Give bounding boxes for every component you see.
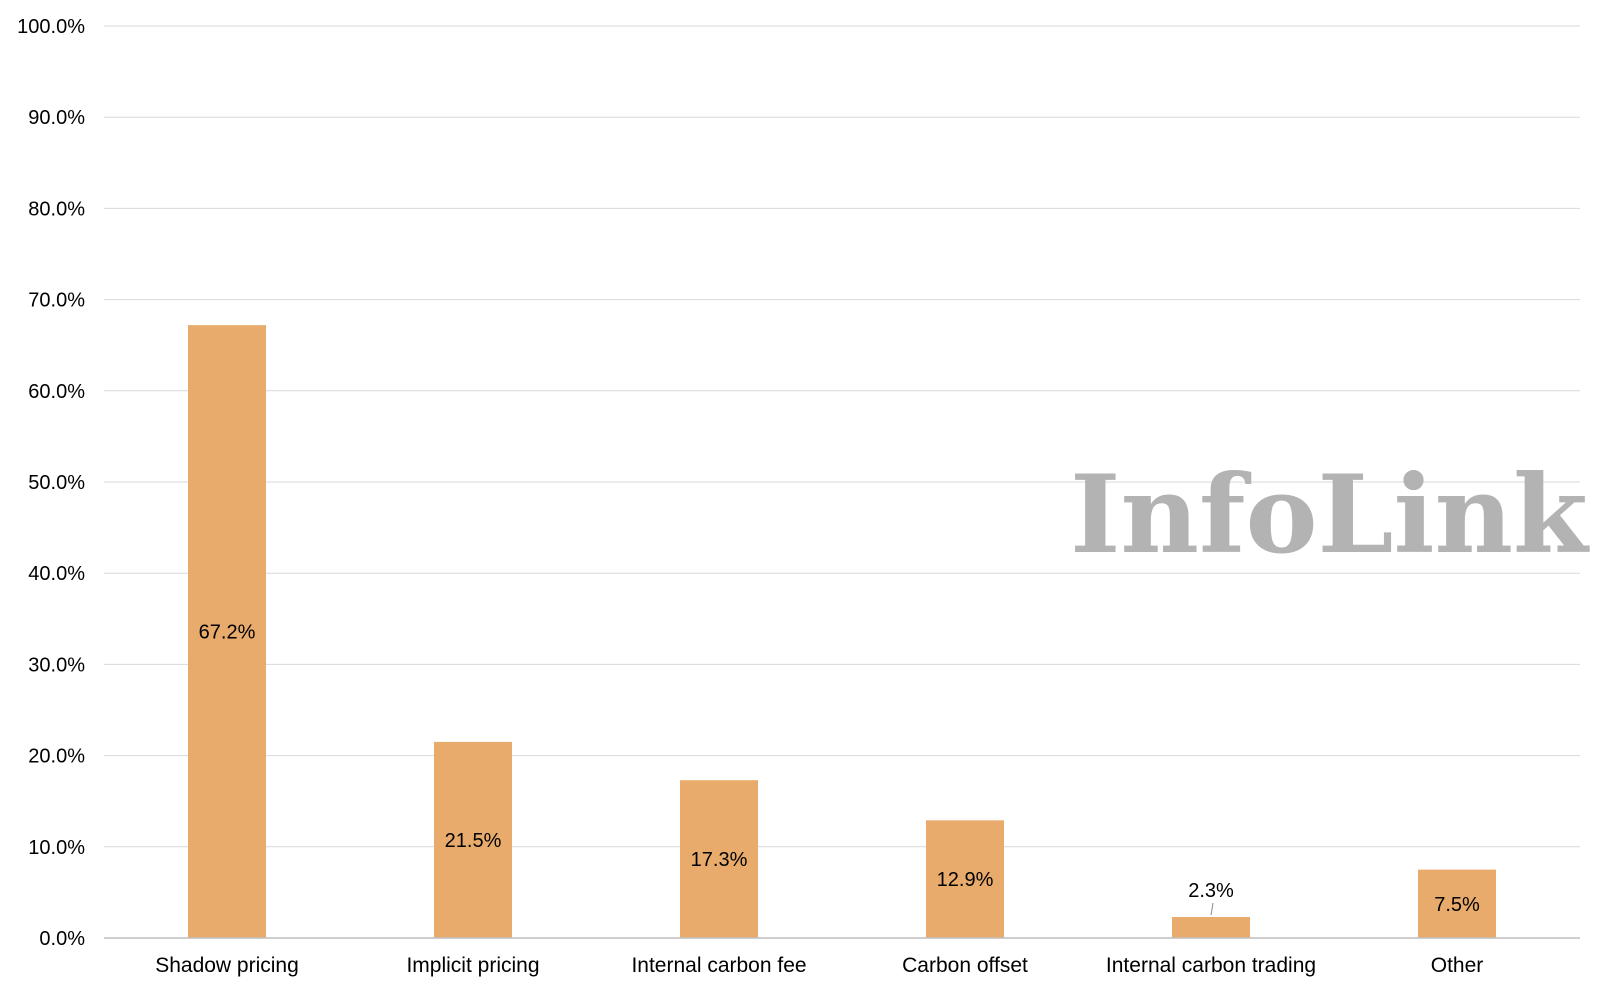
y-tick-label: 20.0% — [28, 746, 85, 768]
x-category-label: Shadow pricing — [155, 954, 299, 977]
gridlines — [104, 25, 1580, 848]
data-labels: 67.2% 21.5% 17.3% 12.9% 2.3% 7.5% — [199, 622, 1480, 916]
bars — [188, 325, 1496, 938]
y-tick-label: 50.0% — [28, 472, 85, 494]
data-label: 2.3% — [1188, 880, 1234, 902]
bar — [926, 820, 1004, 938]
y-tick-label: 60.0% — [28, 381, 85, 403]
x-category-label: Internal carbon fee — [631, 954, 806, 977]
x-category-label: Implicit pricing — [406, 954, 539, 977]
data-label: 12.9% — [937, 869, 994, 891]
y-tick-label: 90.0% — [28, 107, 85, 129]
y-axis-tick-labels: 0.0% 10.0% 20.0% 30.0% 40.0% 50.0% 60.0% 70.0% 8… — [17, 16, 85, 950]
data-label-leader — [1210, 902, 1214, 916]
x-category-label: Internal carbon trading — [1106, 954, 1316, 977]
bar — [188, 325, 266, 938]
bar — [1418, 869, 1496, 938]
x-axis-category-labels: Shadow pricing Implicit pricing Internal c… — [155, 954, 1483, 977]
data-label: 17.3% — [691, 849, 748, 871]
data-label: 67.2% — [199, 622, 256, 644]
bar — [434, 741, 512, 938]
bar — [680, 780, 758, 938]
watermark-logo: InfoLink — [1070, 452, 1590, 578]
y-tick-label: 30.0% — [28, 654, 85, 676]
data-label: 21.5% — [445, 830, 502, 852]
x-category-label: Carbon offset — [902, 954, 1028, 977]
y-tick-label: 0.0% — [39, 928, 85, 950]
data-label: 7.5% — [1434, 894, 1480, 916]
y-tick-label: 100.0% — [17, 16, 85, 38]
y-tick-label: 70.0% — [28, 290, 85, 312]
bar — [1172, 917, 1250, 938]
y-tick-label: 40.0% — [28, 563, 85, 585]
y-tick-label: 10.0% — [28, 837, 85, 859]
x-category-label: Other — [1431, 954, 1484, 977]
y-tick-label: 80.0% — [28, 198, 85, 220]
